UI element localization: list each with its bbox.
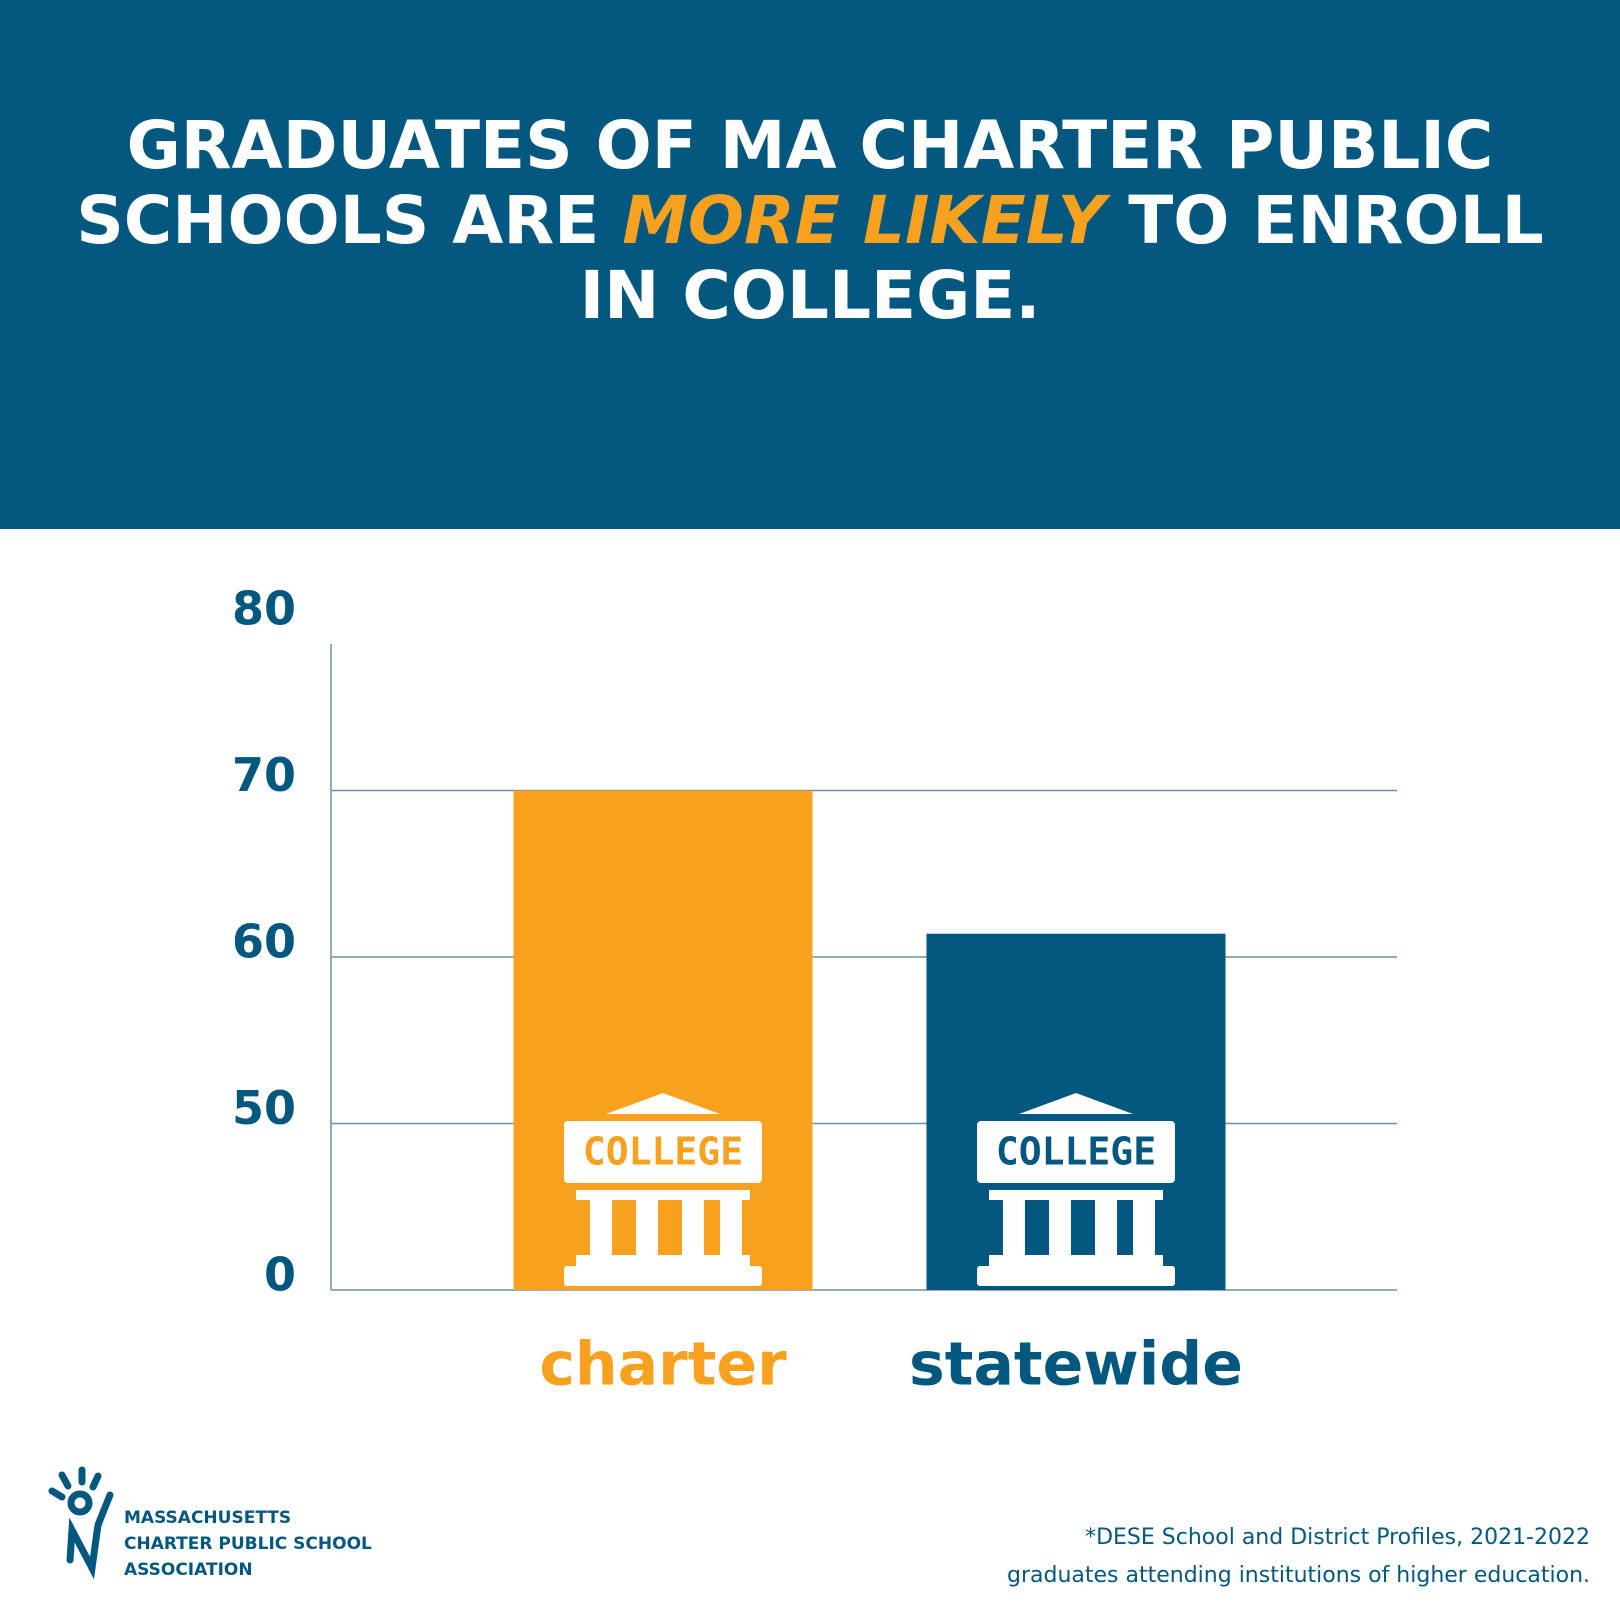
- icon-beam: [576, 1190, 750, 1200]
- logo-text: CHARTER PUBLIC SCHOOL: [124, 1534, 372, 1554]
- icon-roof: [1019, 1093, 1133, 1114]
- icon-column: [1133, 1200, 1155, 1255]
- icon-sign: [977, 1121, 1175, 1183]
- logo-text: ASSOCIATION: [124, 1560, 253, 1580]
- footnote: *DESE School and District Profiles, 2021…: [1085, 1525, 1590, 1550]
- y-tick-label: 80: [232, 582, 296, 636]
- college-icon: COLLEGE: [564, 1093, 762, 1286]
- icon-base: [564, 1266, 762, 1286]
- logo-text: MASSACHUSETTS: [124, 1508, 291, 1528]
- logo-mark: [48, 1466, 114, 1580]
- header: GRADUATES OF MA CHARTER PUBLIC SCHOOLS A…: [0, 0, 1620, 529]
- icon-step: [576, 1255, 750, 1266]
- y-tick-label: 50: [232, 1081, 296, 1135]
- x-tick-label: charter: [539, 1330, 787, 1400]
- x-tick-label: statewide: [909, 1330, 1243, 1400]
- college-icon: COLLEGE: [977, 1093, 1175, 1286]
- icon-column: [1095, 1200, 1117, 1255]
- title-highlight: MORE LIKELY: [622, 182, 1106, 259]
- icon-column: [590, 1200, 612, 1255]
- bar: [513, 790, 813, 1290]
- icon-beam: [989, 1190, 1163, 1200]
- y-tick-label: 60: [232, 915, 296, 969]
- icon-label: COLLEGE: [583, 1130, 743, 1174]
- icon-sign: [564, 1121, 762, 1183]
- icon-label: COLLEGE: [996, 1130, 1156, 1174]
- chart-title: GRADUATES OF MA CHARTER PUBLIC SCHOOLS A…: [60, 108, 1560, 333]
- icon-column: [1003, 1200, 1025, 1255]
- icon-column: [1049, 1200, 1071, 1255]
- footnote: graduates attending institutions of high…: [1007, 1563, 1590, 1588]
- y-tick-label: 70: [232, 748, 296, 802]
- icon-column: [682, 1200, 704, 1255]
- title-part: GRADUATES OF MA CHARTER PUBLIC SCHOOLS A…: [76, 107, 1494, 259]
- icon-roof: [606, 1093, 720, 1114]
- icon-step: [989, 1255, 1163, 1266]
- icon-column: [720, 1200, 742, 1255]
- icon-base: [977, 1266, 1175, 1286]
- title-part: TO ENROLL IN COLLEGE.: [579, 182, 1544, 334]
- icon-column: [636, 1200, 658, 1255]
- y-tick-label: 0: [264, 1248, 296, 1302]
